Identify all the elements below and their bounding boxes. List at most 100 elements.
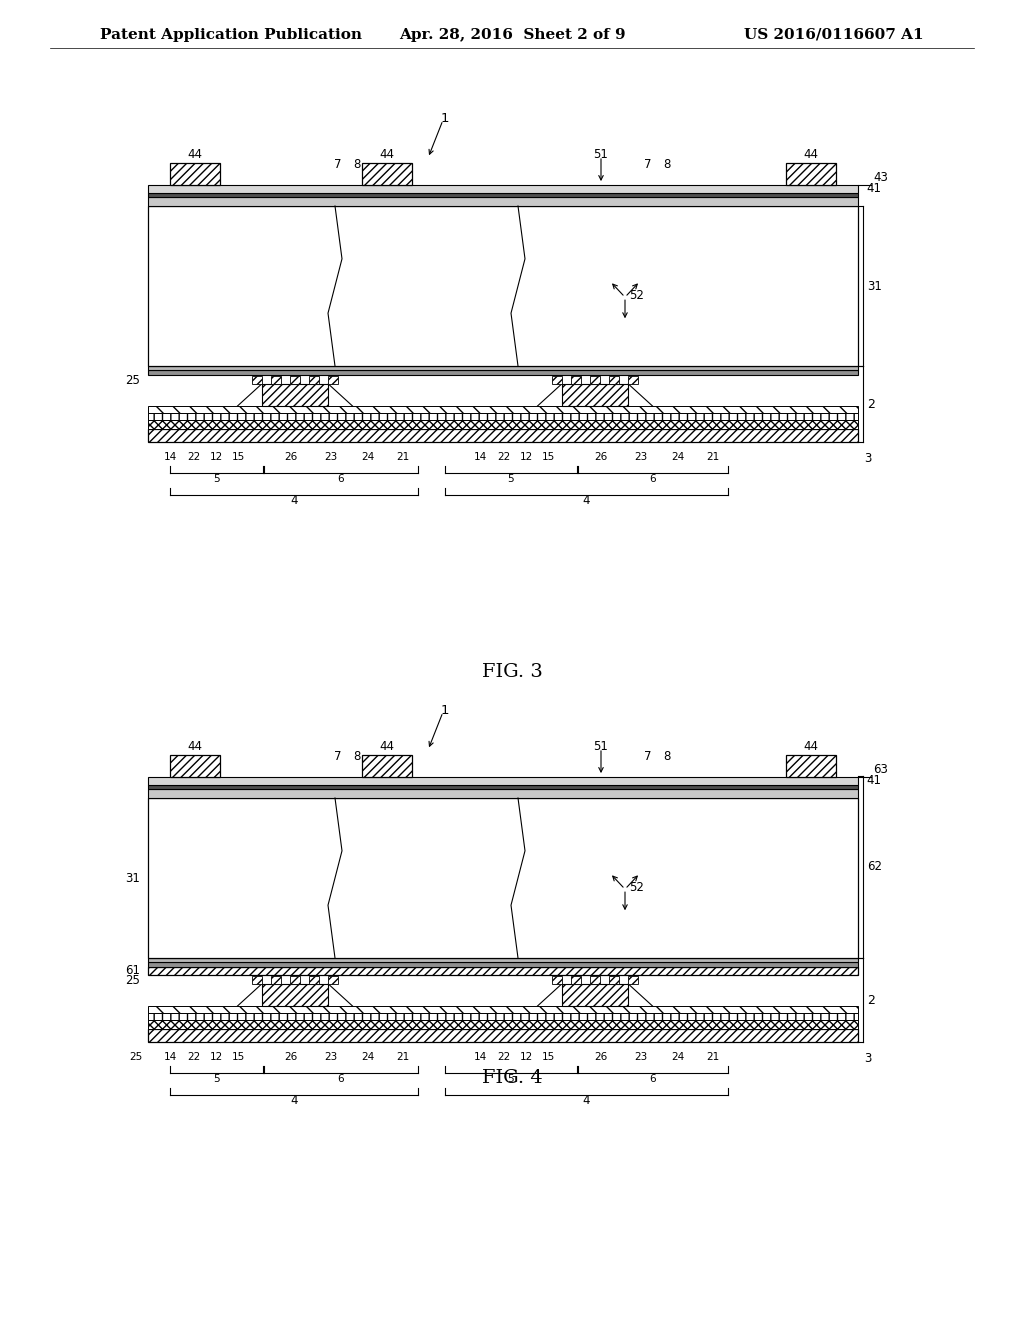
Text: 14: 14 — [164, 1052, 176, 1063]
Text: US 2016/0116607 A1: US 2016/0116607 A1 — [744, 28, 924, 42]
Bar — [148, 958, 858, 962]
Bar — [561, 384, 629, 407]
Text: 21: 21 — [396, 1052, 410, 1063]
Bar — [561, 983, 629, 1006]
Text: 8: 8 — [664, 157, 671, 170]
Bar — [362, 755, 412, 777]
Text: 23: 23 — [325, 1052, 338, 1063]
Text: 63: 63 — [873, 763, 888, 776]
Bar — [271, 975, 281, 983]
Text: 44: 44 — [187, 149, 203, 161]
Text: 8: 8 — [664, 750, 671, 763]
Bar — [786, 755, 836, 777]
Text: 41: 41 — [866, 775, 881, 788]
Text: 3: 3 — [864, 451, 871, 465]
Text: 15: 15 — [231, 1052, 245, 1063]
Text: 7: 7 — [334, 157, 342, 170]
Text: 51: 51 — [594, 149, 608, 161]
Bar — [571, 975, 581, 983]
Bar — [628, 376, 638, 384]
Bar — [170, 162, 220, 185]
Bar — [148, 799, 858, 958]
Text: 2: 2 — [867, 397, 874, 411]
Bar — [309, 975, 319, 983]
Text: 6: 6 — [338, 1074, 344, 1084]
Text: 12: 12 — [209, 451, 222, 462]
Bar — [628, 975, 638, 983]
Bar — [262, 384, 329, 407]
Text: 25: 25 — [125, 374, 140, 387]
Text: 26: 26 — [594, 1052, 607, 1063]
Text: 23: 23 — [635, 451, 647, 462]
Text: 26: 26 — [285, 1052, 298, 1063]
Bar — [170, 755, 220, 777]
Text: 25: 25 — [125, 974, 140, 986]
Text: Apr. 28, 2016  Sheet 2 of 9: Apr. 28, 2016 Sheet 2 of 9 — [398, 28, 626, 42]
Text: 44: 44 — [380, 149, 394, 161]
Text: FIG. 4: FIG. 4 — [481, 1069, 543, 1086]
Text: 23: 23 — [325, 451, 338, 462]
Bar — [148, 968, 858, 975]
Text: 23: 23 — [635, 1052, 647, 1063]
Bar — [290, 376, 300, 384]
Text: 4: 4 — [583, 1094, 590, 1107]
Bar — [328, 975, 338, 983]
Bar — [148, 785, 858, 789]
Bar — [148, 407, 858, 413]
Bar — [552, 975, 562, 983]
Text: 14: 14 — [473, 1052, 486, 1063]
Bar — [590, 376, 600, 384]
Bar — [148, 206, 858, 366]
Text: 22: 22 — [187, 1052, 201, 1063]
Text: Patent Application Publication: Patent Application Publication — [100, 28, 362, 42]
Text: 15: 15 — [542, 451, 555, 462]
Text: 52: 52 — [629, 880, 644, 894]
Text: 1: 1 — [440, 704, 450, 717]
Text: 26: 26 — [594, 451, 607, 462]
Text: 14: 14 — [164, 451, 176, 462]
Text: 24: 24 — [672, 1052, 685, 1063]
Text: 5: 5 — [213, 474, 220, 484]
Bar — [252, 376, 262, 384]
Text: 22: 22 — [187, 451, 201, 462]
Text: 24: 24 — [672, 451, 685, 462]
Text: FIG. 3: FIG. 3 — [481, 663, 543, 681]
Bar — [148, 1006, 858, 1012]
Text: 51: 51 — [594, 741, 608, 754]
Bar — [148, 1012, 858, 1020]
Text: 4: 4 — [290, 1094, 298, 1107]
Text: 6: 6 — [649, 474, 656, 484]
Text: 44: 44 — [187, 741, 203, 754]
Text: 44: 44 — [380, 741, 394, 754]
Bar — [148, 1030, 858, 1041]
Bar — [148, 366, 858, 370]
Text: 41: 41 — [866, 182, 881, 195]
Bar — [148, 962, 858, 968]
Text: 62: 62 — [867, 861, 882, 874]
Text: 2: 2 — [867, 994, 874, 1006]
Bar — [148, 370, 858, 375]
Text: 14: 14 — [473, 451, 486, 462]
Text: 4: 4 — [290, 495, 298, 507]
Bar — [148, 420, 858, 429]
Text: 22: 22 — [498, 451, 511, 462]
Text: 12: 12 — [519, 451, 532, 462]
Bar — [252, 975, 262, 983]
Text: 12: 12 — [209, 1052, 222, 1063]
Text: 25: 25 — [130, 1052, 143, 1063]
Text: 6: 6 — [649, 1074, 656, 1084]
Text: 24: 24 — [361, 1052, 375, 1063]
Bar — [148, 1020, 858, 1030]
Text: 21: 21 — [396, 451, 410, 462]
Bar — [571, 376, 581, 384]
Text: 5: 5 — [508, 1074, 514, 1084]
Text: 1: 1 — [440, 111, 450, 124]
Bar — [148, 185, 858, 193]
Text: 8: 8 — [353, 157, 360, 170]
Text: 44: 44 — [804, 149, 818, 161]
Bar — [148, 789, 858, 799]
Bar — [148, 413, 858, 420]
Bar — [609, 376, 618, 384]
Text: 26: 26 — [285, 451, 298, 462]
Bar — [362, 162, 412, 185]
